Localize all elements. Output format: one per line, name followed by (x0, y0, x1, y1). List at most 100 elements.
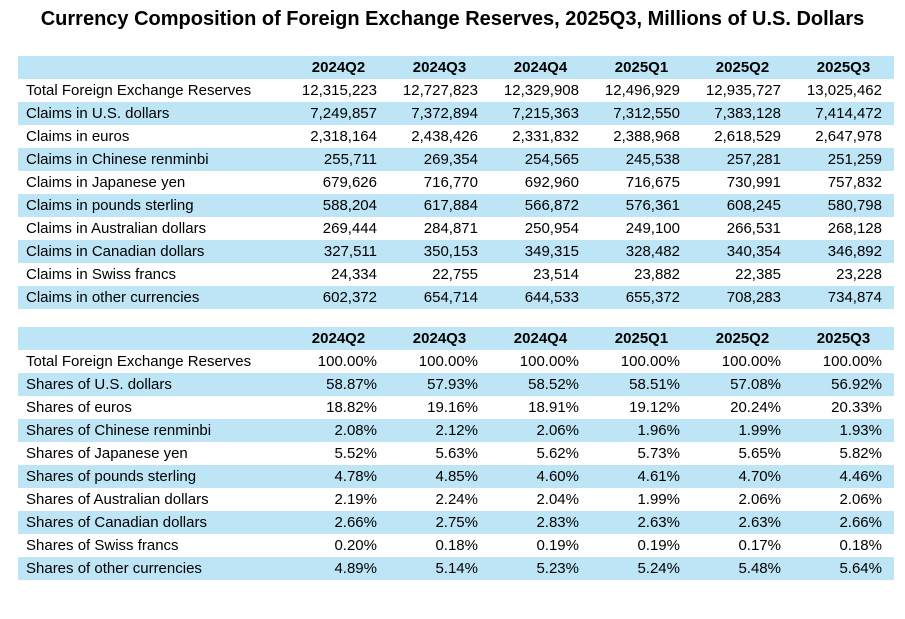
value-cell: 284,871 (423, 220, 478, 237)
value-cell: 576,361 (625, 197, 680, 214)
value-cell: 269,354 (423, 151, 478, 168)
column-header: 2024Q3 (412, 330, 467, 347)
row-label: Shares of pounds sterling (26, 468, 197, 485)
row-label: Shares of Australian dollars (26, 491, 209, 508)
value-cell: 12,315,223 (301, 82, 377, 99)
value-cell: 654,714 (423, 289, 478, 306)
column-header: 2025Q3 (816, 59, 871, 76)
row-label: Shares of U.S. dollars (26, 376, 172, 393)
column-header: 2025Q2 (715, 59, 770, 76)
table-row: Claims in Swiss francs 24,334 22,755 23,514… (18, 263, 894, 286)
row-label: Claims in other currencies (26, 289, 200, 306)
value-cell: 5.73% (637, 445, 680, 462)
value-cell: 18.82% (326, 399, 377, 416)
value-cell: 7,249,857 (310, 105, 377, 122)
table-row: Shares of U.S. dollars 58.87% 57.93% 58.52%… (18, 373, 894, 396)
value-cell: 716,770 (423, 174, 478, 191)
value-cell: 7,312,550 (613, 105, 680, 122)
value-cell: 2,318,164 (310, 128, 377, 145)
value-cell: 346,892 (827, 243, 882, 260)
value-cell: 328,482 (625, 243, 680, 260)
row-label: Claims in Swiss francs (26, 266, 177, 283)
row-label: Claims in Canadian dollars (26, 243, 205, 260)
row-label: Claims in pounds sterling (26, 197, 194, 214)
value-cell: 0.18% (839, 537, 882, 554)
table-row: Shares of Canadian dollars 2.66% 2.75% 2.83… (18, 511, 894, 534)
value-cell: 24,334 (331, 266, 377, 283)
value-cell: 1.99% (738, 422, 781, 439)
table-row: Shares of Chinese renminbi 2.08% 2.12% 2.06… (18, 419, 894, 442)
value-cell: 5.82% (839, 445, 882, 462)
value-cell: 23,228 (836, 266, 882, 283)
row-label: Shares of Japanese yen (26, 445, 188, 462)
value-cell: 57.08% (730, 376, 781, 393)
value-cell: 100.00% (721, 353, 781, 370)
value-cell: 708,283 (726, 289, 781, 306)
row-label: Shares of Chinese renminbi (26, 422, 212, 439)
table-row: Shares of other currencies 4.89% 5.14% 5.23… (18, 557, 894, 580)
value-cell: 2.19% (334, 491, 377, 508)
table-row: Total Foreign Exchange Reserves 100.00% 10… (18, 350, 894, 373)
row-label: Claims in Japanese yen (26, 174, 186, 191)
value-cell: 255,711 (323, 151, 377, 168)
value-cell: 20.33% (831, 399, 882, 416)
value-cell: 0.20% (334, 537, 377, 554)
value-cell: 617,884 (423, 197, 478, 214)
value-cell: 2.63% (637, 514, 680, 531)
value-cell: 58.87% (326, 376, 377, 393)
value-cell: 57.93% (427, 376, 478, 393)
value-cell: 1.93% (839, 422, 882, 439)
value-cell: 2,331,832 (512, 128, 579, 145)
table-row: Claims in Japanese yen 679,626 716,770 692,… (18, 171, 894, 194)
value-cell: 2,388,968 (613, 128, 680, 145)
value-cell: 5.65% (738, 445, 781, 462)
value-cell: 7,215,363 (512, 105, 579, 122)
table-row: Claims in pounds sterling 588,204 617,884 5… (18, 194, 894, 217)
table-row: Shares of Japanese yen 5.52% 5.63% 5.62% 5.7… (18, 442, 894, 465)
value-cell: 4.78% (334, 468, 377, 485)
value-cell: 1.99% (637, 491, 680, 508)
value-cell: 5.24% (637, 560, 680, 577)
value-cell: 2.83% (536, 514, 579, 531)
table-row: Claims in other currencies 602,372 654,714… (18, 286, 894, 309)
report-page: Currency Composition of Foreign Exchange… (0, 6, 905, 619)
value-cell: 257,281 (726, 151, 781, 168)
value-cell: 268,128 (827, 220, 882, 237)
value-cell: 2.66% (839, 514, 882, 531)
value-cell: 5.63% (435, 445, 478, 462)
value-cell: 679,626 (322, 174, 377, 191)
value-cell: 5.64% (839, 560, 882, 577)
value-cell: 18.91% (528, 399, 579, 416)
value-cell: 249,100 (625, 220, 680, 237)
value-cell: 0.19% (536, 537, 579, 554)
value-cell: 23,882 (634, 266, 680, 283)
value-cell: 580,798 (827, 197, 882, 214)
row-label: Claims in Chinese renminbi (26, 151, 209, 168)
value-cell: 12,727,823 (402, 82, 478, 99)
value-cell: 266,531 (726, 220, 781, 237)
value-cell: 100.00% (418, 353, 478, 370)
header-row: 2024Q2 2024Q3 2024Q4 2025Q1 2025Q2 2025Q3 (18, 56, 894, 79)
value-cell: 757,832 (827, 174, 882, 191)
value-cell: 2.06% (536, 422, 579, 439)
value-cell: 7,414,472 (815, 105, 882, 122)
row-label: Shares of euros (26, 399, 132, 416)
reserves-shares-table: 2024Q2 2024Q3 2024Q4 2025Q1 2025Q2 2025Q3 Tota… (18, 327, 894, 580)
value-cell: 12,496,929 (604, 82, 680, 99)
corner-cell (18, 56, 288, 79)
column-header: 2024Q2 (311, 59, 366, 76)
value-cell: 5.62% (536, 445, 579, 462)
row-label: Shares of Canadian dollars (26, 514, 207, 531)
value-cell: 4.46% (839, 468, 882, 485)
row-label: Claims in Australian dollars (26, 220, 207, 237)
value-cell: 340,354 (726, 243, 781, 260)
row-label: Claims in U.S. dollars (26, 105, 170, 122)
row-label: Total Foreign Exchange Reserves (26, 353, 252, 370)
column-header: 2024Q4 (513, 330, 568, 347)
value-cell: 2.04% (536, 491, 579, 508)
column-header: 2024Q4 (513, 59, 568, 76)
table-row: Shares of pounds sterling 4.78% 4.85% 4.60%… (18, 465, 894, 488)
value-cell: 5.23% (536, 560, 579, 577)
value-cell: 2.06% (738, 491, 781, 508)
value-cell: 0.19% (637, 537, 680, 554)
